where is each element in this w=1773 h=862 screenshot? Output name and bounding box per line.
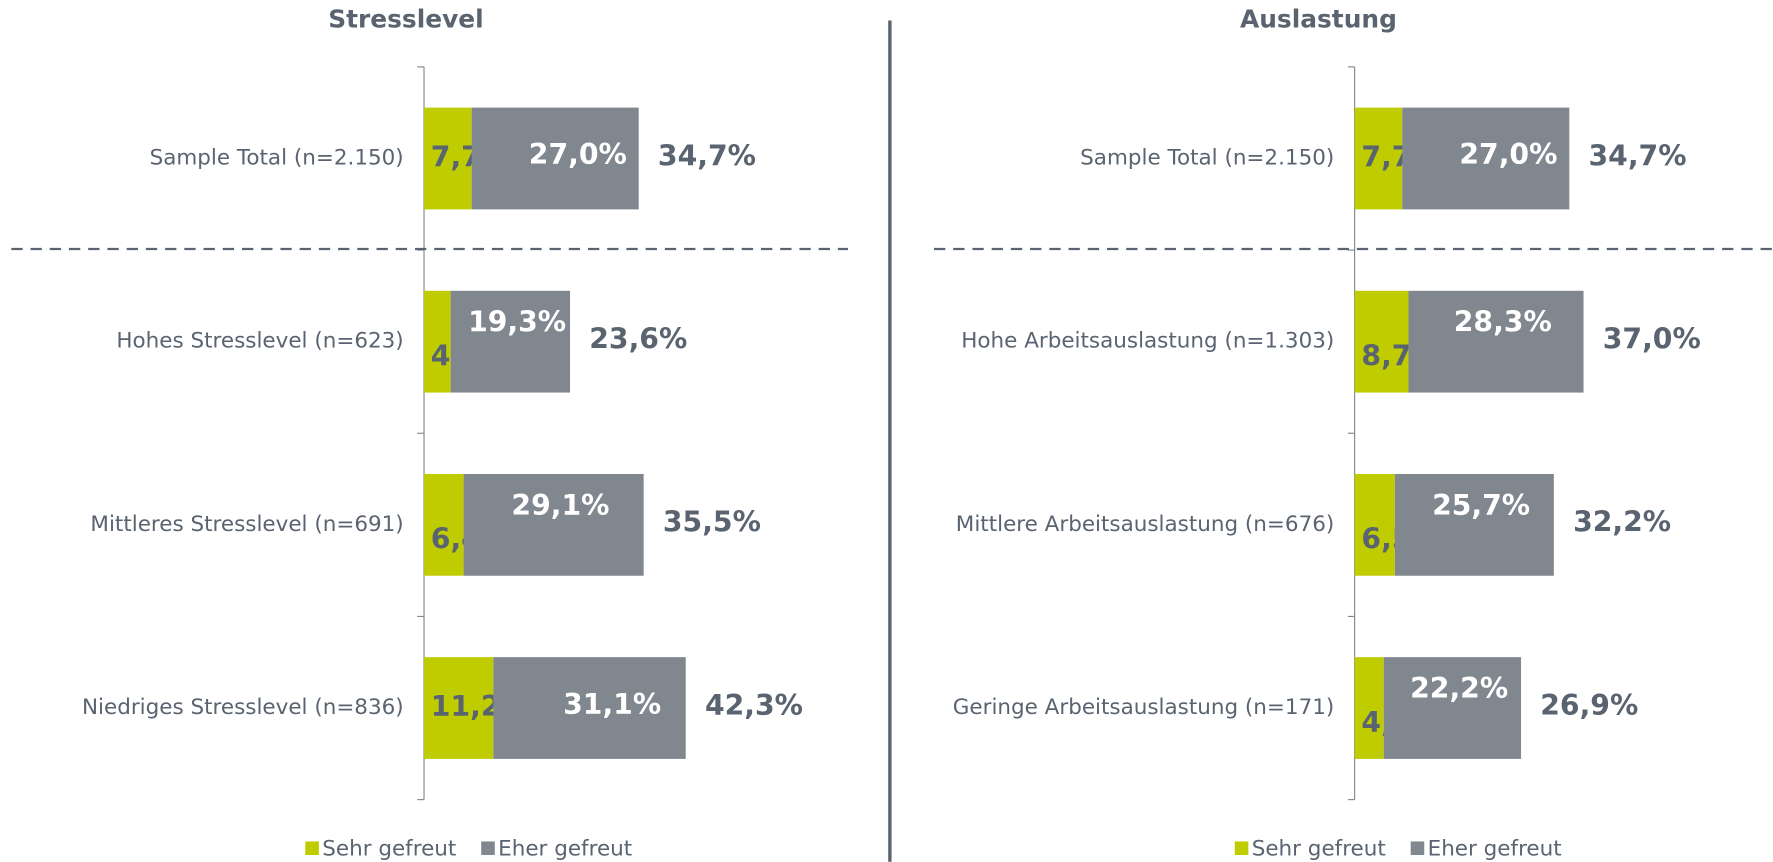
value-label: 27,0% [529, 138, 627, 171]
legend-swatch [1234, 841, 1249, 856]
bar-segment [1402, 107, 1570, 210]
legend-swatch [481, 841, 495, 856]
legend-swatch [305, 841, 319, 856]
bar-segment [1354, 473, 1395, 576]
value-label: 31,1% [563, 688, 661, 721]
bar-segment [424, 290, 451, 393]
category-label: Mittleres Stresslevel (n=691) [90, 512, 403, 537]
bar-segment [424, 473, 464, 576]
legend-label: Eher gefreut [498, 836, 632, 861]
bar-segment [463, 473, 644, 576]
category-label: Hohe Arbeitsauslastung (n=1.303) [961, 329, 1334, 354]
total-label: 34,7% [658, 139, 756, 172]
bar-segment [1354, 657, 1384, 759]
value-label: 22,2% [1410, 672, 1508, 705]
category-label: Hohes Stresslevel (n=623) [116, 329, 403, 354]
total-label: 37,0% [1603, 323, 1701, 356]
category-label: Niedriges Stresslevel (n=836) [82, 695, 404, 720]
legend-label: Sehr gefreut [1252, 836, 1386, 861]
bar-segment [1354, 290, 1409, 393]
legend-label: Sehr gefreut [322, 836, 456, 861]
value-label: 19,3% [468, 306, 566, 339]
bar-segment [1383, 657, 1522, 759]
total-label: 35,5% [663, 506, 761, 539]
chart-title: Stresslevel [328, 5, 483, 34]
bar-segment [1394, 473, 1554, 576]
legend-label: Eher gefreut [1428, 836, 1562, 861]
bar-segment [1408, 290, 1584, 393]
value-label: 25,7% [1432, 489, 1530, 522]
legend-swatch [1410, 841, 1425, 856]
chart-title: Auslastung [1240, 5, 1397, 34]
value-label: 27,0% [1459, 138, 1557, 171]
bar-segment [424, 657, 494, 759]
bar-segment [450, 290, 571, 393]
value-label: 28,3% [1454, 306, 1552, 339]
total-label: 34,7% [1589, 139, 1687, 172]
bar-segment [424, 107, 472, 210]
total-label: 42,3% [705, 689, 803, 722]
value-label: 29,1% [511, 489, 609, 522]
bar-segment [493, 657, 686, 759]
category-label: Sample Total (n=2.150) [1080, 145, 1334, 170]
category-label: Mittlere Arbeitsauslastung (n=676) [956, 512, 1334, 537]
total-label: 23,6% [589, 323, 687, 356]
total-label: 32,2% [1573, 506, 1671, 539]
category-label: Sample Total (n=2.150) [150, 145, 404, 170]
total-label: 26,9% [1540, 689, 1638, 722]
bar-segment [1354, 107, 1403, 210]
bar-segment [471, 107, 639, 210]
category-label: Geringe Arbeitsauslastung (n=171) [953, 695, 1334, 720]
